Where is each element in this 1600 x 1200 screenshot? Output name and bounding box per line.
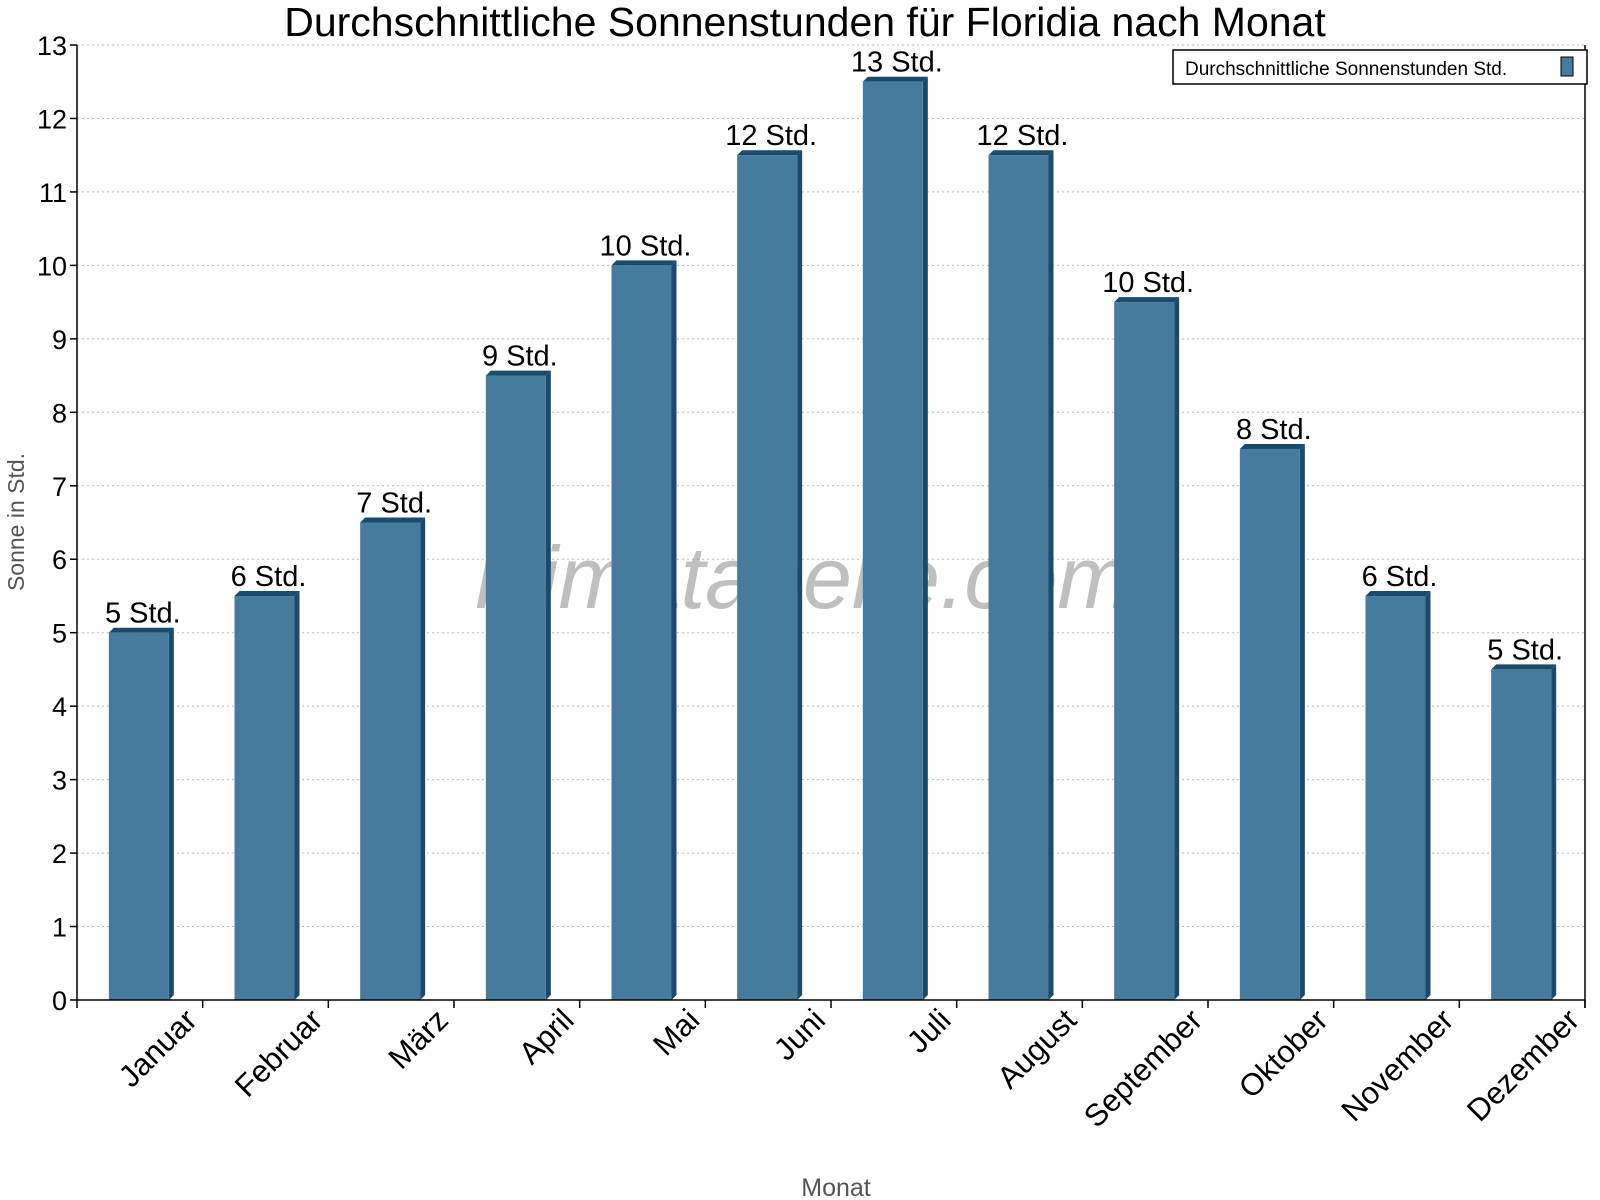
y-tick-label: 10: [37, 251, 67, 281]
bar-top: [108, 627, 174, 633]
bar-group: 5 Std.: [1487, 634, 1563, 1000]
x-axis-label: Monat: [801, 1174, 871, 1200]
bars: 5 Std. 6 Std. 7 Std. 9 Std. 10 Std. 12 Std. 13…: [105, 47, 1563, 1001]
y-tick-label: 3: [52, 766, 67, 796]
bar-side: [1299, 444, 1305, 1000]
bar-group: 12 Std.: [725, 120, 817, 1000]
x-tick-label: März: [381, 1002, 454, 1075]
bar-side: [1551, 664, 1557, 1000]
bar: [234, 595, 295, 1000]
data-label: 8 Std.: [1236, 414, 1312, 446]
bar: [360, 522, 421, 1000]
bar-group: 8 Std.: [1236, 414, 1312, 1000]
bar-group: 10 Std.: [1102, 267, 1194, 1001]
data-label: 5 Std.: [105, 598, 181, 630]
bar-group: 6 Std.: [1362, 561, 1438, 1000]
y-tick-label: 11: [39, 178, 67, 208]
bar-top: [1365, 590, 1431, 596]
bar-top: [360, 517, 426, 523]
bar-group: 12 Std.: [977, 120, 1069, 1000]
gridlines: [77, 44, 1585, 928]
x-tick-label: Februar: [228, 1002, 330, 1104]
legend-swatch: [1560, 56, 1574, 77]
bar-side: [671, 260, 677, 1000]
x-tick-label: August: [990, 1002, 1083, 1095]
data-label: 12 Std.: [725, 120, 817, 152]
x-tick-label: Dezember: [1460, 1002, 1586, 1128]
bar-top: [988, 150, 1054, 156]
y-tick-label: 2: [52, 839, 67, 869]
bar: [611, 265, 672, 1000]
data-label: 12 Std.: [977, 120, 1069, 152]
data-label: 9 Std.: [482, 341, 558, 373]
y-tick-label: 13: [37, 31, 67, 61]
bar-side: [1425, 590, 1431, 1000]
chart-title: Durchschnittliche Sonnenstunden für Flor…: [284, 0, 1326, 45]
data-label: 10 Std.: [1102, 267, 1194, 299]
x-tick-label: Juli: [900, 1002, 958, 1060]
bar-side: [1174, 297, 1180, 1001]
x-tick-label: Oktober: [1232, 1002, 1335, 1105]
y-axis-label: Sonne in Std.: [3, 453, 29, 591]
y-tick-label: 0: [52, 986, 67, 1016]
bar-side: [1048, 150, 1054, 1000]
bar-side: [420, 517, 426, 1000]
data-label: 10 Std.: [600, 230, 692, 262]
x-tick-label: November: [1334, 1002, 1460, 1128]
bar: [108, 632, 169, 1000]
bar-side: [922, 76, 928, 1000]
bar: [862, 81, 923, 1000]
bar-group: 7 Std.: [356, 488, 432, 1000]
x-tick-label: Juni: [767, 1002, 832, 1067]
bar-group: 6 Std.: [231, 561, 307, 1000]
bar: [737, 155, 798, 1000]
bar-side: [294, 590, 300, 1000]
bar-top: [862, 76, 928, 82]
bar-group: 13 Std.: [851, 47, 943, 1000]
legend-label: Durchschnittliche Sonnenstunden Std.: [1185, 59, 1507, 80]
bar: [485, 375, 546, 1001]
bar: [1491, 669, 1552, 1000]
bar-side: [545, 370, 551, 1001]
bar-group: 10 Std.: [600, 230, 692, 1000]
bar-top: [1491, 664, 1557, 670]
y-tick-label: 5: [52, 619, 67, 649]
bar-top: [485, 370, 551, 376]
data-label: 6 Std.: [231, 561, 307, 593]
y-tick-label: 9: [52, 325, 67, 355]
y-tick-label: 1: [52, 913, 67, 943]
x-tick-label: Januar: [112, 1002, 204, 1094]
y-tick-label: 4: [52, 692, 67, 722]
data-label: 5 Std.: [1487, 634, 1563, 666]
bar-side: [797, 150, 803, 1000]
bar-top: [1114, 297, 1180, 303]
x-tick-label: April: [512, 1002, 581, 1071]
x-tick-label: September: [1077, 1002, 1209, 1134]
legend: Durchschnittliche Sonnenstunden Std.: [1172, 49, 1588, 85]
bar-group: 9 Std.: [482, 341, 558, 1001]
bar-top: [234, 590, 300, 596]
bar: [1365, 595, 1426, 1000]
y-tick-label: 6: [52, 545, 67, 575]
y-tick-label: 8: [52, 398, 67, 428]
bar: [1114, 302, 1175, 1001]
bar-side: [168, 627, 174, 1000]
bar-top: [737, 150, 803, 156]
data-label: 13 Std.: [851, 47, 943, 79]
bar-group: 5 Std.: [105, 598, 181, 1000]
y-tick-label: 12: [37, 104, 67, 134]
bar: [988, 155, 1049, 1000]
y-tick-label: 7: [52, 472, 67, 502]
bar-top: [1239, 444, 1305, 450]
data-label: 7 Std.: [356, 488, 432, 520]
bar-top: [611, 260, 677, 266]
bar: [1239, 449, 1300, 1000]
x-tick-label: Mai: [646, 1002, 706, 1062]
data-label: 6 Std.: [1362, 561, 1438, 593]
